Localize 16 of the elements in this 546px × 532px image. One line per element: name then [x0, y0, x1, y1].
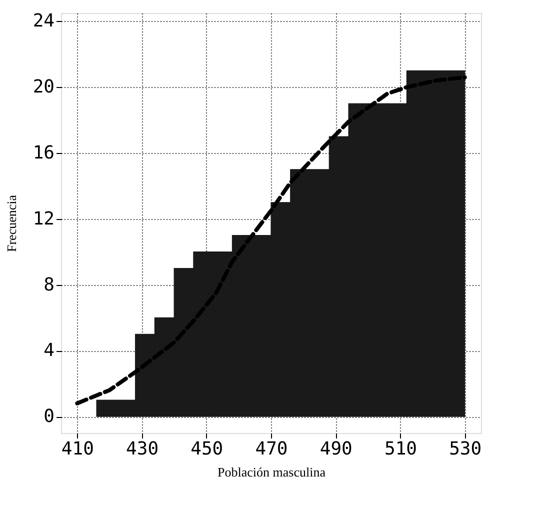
y-tick-label: 8	[44, 274, 54, 296]
x-axis-title: Población masculina	[218, 464, 326, 480]
x-tick-label: 410	[61, 438, 94, 460]
y-axis-title: Frecuencia	[4, 194, 19, 252]
x-tick-label: 470	[255, 438, 288, 460]
y-tick-label: 16	[32, 142, 54, 164]
y-tick-label: 24	[32, 10, 54, 32]
y-tick-label: 12	[32, 208, 54, 230]
x-tick-label: 490	[320, 438, 352, 460]
x-tick-label: 510	[384, 438, 417, 460]
y-tick-label: 4	[44, 340, 54, 362]
y-tick-label: 20	[32, 76, 54, 98]
y-tick-label: 0	[44, 406, 54, 428]
x-tick-label: 430	[126, 438, 159, 460]
x-tick-label: 450	[190, 438, 224, 460]
x-tick-label: 530	[449, 438, 482, 460]
